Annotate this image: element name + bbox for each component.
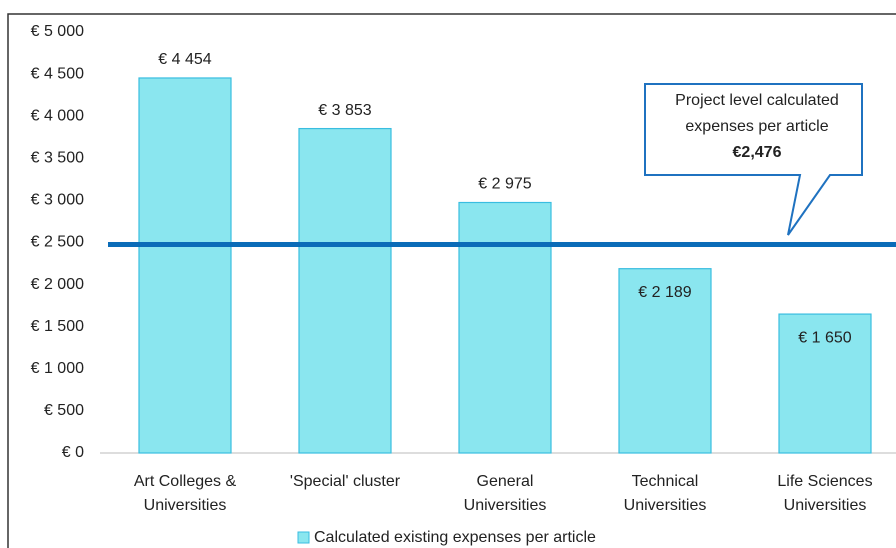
value-label: € 2 975 (478, 176, 531, 193)
y-tick-label: € 5 000 (31, 23, 84, 40)
y-tick-label: € 4 000 (31, 107, 84, 124)
value-label: € 3 853 (318, 102, 371, 119)
y-tick-label: € 1 000 (31, 360, 84, 377)
value-label: € 4 454 (158, 51, 211, 68)
callout-value: €2,476 (733, 144, 782, 161)
y-tick-label: € 2 000 (31, 276, 84, 293)
x-tick-label: Universities (144, 497, 227, 514)
value-label: € 1 650 (798, 329, 851, 346)
y-tick-label: € 3 000 (31, 192, 84, 209)
x-tick-label: 'Special' cluster (290, 473, 401, 490)
x-tick-label: Life Sciences (777, 473, 872, 490)
bar (458, 201, 552, 454)
y-tick-label: € 0 (62, 444, 84, 461)
legend-swatch (297, 531, 310, 544)
y-tick-label: € 500 (44, 402, 84, 419)
x-tick-label: Universities (624, 497, 707, 514)
callout-box (644, 83, 863, 236)
y-tick-label: € 1 500 (31, 318, 84, 335)
bar (778, 313, 872, 454)
x-tick-label: Technical (632, 473, 699, 490)
x-tick-label: Art Colleges & (134, 473, 237, 490)
y-tick-label: € 4 500 (31, 65, 84, 82)
callout-text: expenses per article (685, 118, 828, 135)
callout-text: Project level calculated (675, 92, 839, 109)
y-tick-label: € 3 500 (31, 150, 84, 167)
x-tick-label: General (477, 473, 534, 490)
frame (7, 13, 896, 548)
value-label: € 2 189 (638, 284, 691, 301)
legend-label: Calculated existing expenses per article (314, 529, 596, 546)
bar (298, 127, 392, 454)
bar (138, 77, 232, 454)
x-tick-label: Universities (464, 497, 547, 514)
bar (618, 268, 712, 454)
x-tick-label: Universities (784, 497, 867, 514)
y-tick-label: € 2 500 (31, 234, 84, 251)
